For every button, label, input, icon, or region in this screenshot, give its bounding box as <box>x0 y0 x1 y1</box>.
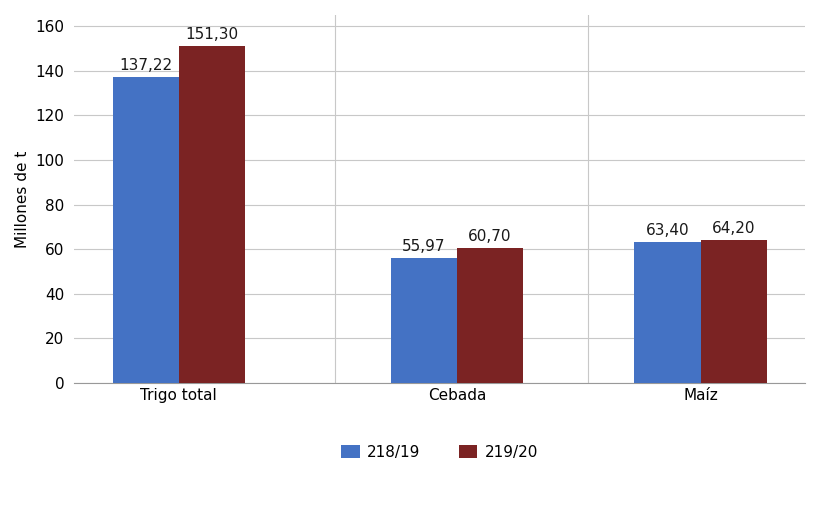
Y-axis label: Millones de t: Millones de t <box>15 150 30 248</box>
Bar <box>179 45 245 383</box>
Bar <box>634 242 699 383</box>
Text: 55,97: 55,97 <box>402 239 446 254</box>
Text: 137,22: 137,22 <box>119 58 172 73</box>
Legend: 218/19, 219/20: 218/19, 219/20 <box>335 439 544 466</box>
Bar <box>391 258 456 383</box>
Bar <box>456 248 523 383</box>
Text: 151,30: 151,30 <box>185 26 238 42</box>
Text: 63,40: 63,40 <box>645 223 689 238</box>
Text: 60,70: 60,70 <box>468 229 511 243</box>
Bar <box>112 77 179 383</box>
Bar <box>699 240 766 383</box>
Text: 64,20: 64,20 <box>711 221 754 236</box>
